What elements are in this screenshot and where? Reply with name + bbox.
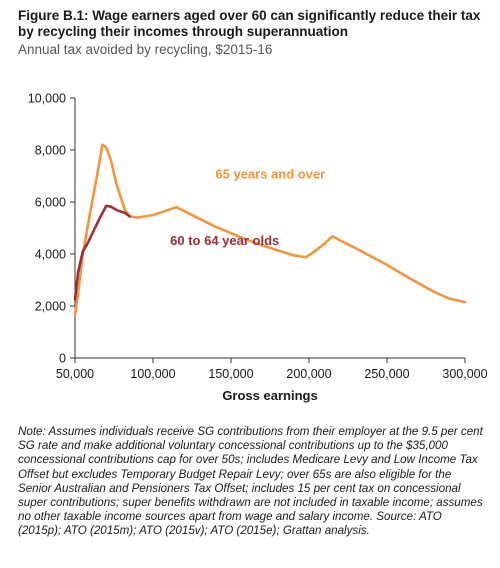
series-line-0 <box>73 143 467 317</box>
series-line-1 <box>73 204 131 301</box>
x-tick-label: 50,000 <box>56 367 94 381</box>
chart-series-layer <box>73 143 467 317</box>
chart: 0 2,000 4,000 6,000 8,000 10,000 50,000 100,000… <box>28 92 488 404</box>
y-tick-label: 10,000 <box>28 92 66 106</box>
chart-axes: 0 2,000 4,000 6,000 8,000 10,000 50,000 100,000… <box>28 92 488 382</box>
figure-title: Figure B.1: Wage earners aged over 60 ca… <box>18 8 481 39</box>
y-tick-label: 6,000 <box>35 196 66 210</box>
y-tick-label: 2,000 <box>35 300 66 314</box>
y-tick-label: 8,000 <box>35 144 66 158</box>
figure-subtitle: Annual tax avoided by recycling, $2015-1… <box>18 42 273 57</box>
series-label-1: 60 to 64 year olds <box>170 233 279 248</box>
chart-annotations: 65 years and over 60 to 64 year olds <box>170 167 325 248</box>
y-tick-label: 4,000 <box>35 248 66 262</box>
x-tick-label: 250,000 <box>364 367 409 381</box>
figure-note: Note: Assumes individuals receive SG con… <box>18 425 488 539</box>
x-tick-label: 300,000 <box>442 367 487 381</box>
x-tick-label: 200,000 <box>286 367 331 381</box>
series-label-0: 65 years and over <box>215 167 325 182</box>
x-axis-label: Gross earnings <box>222 388 317 403</box>
x-tick-label: 150,000 <box>208 367 253 381</box>
x-tick-label: 100,000 <box>130 367 175 381</box>
y-tick-label: 0 <box>59 352 66 366</box>
note-text: Note: Assumes individuals receive SG con… <box>18 425 483 538</box>
